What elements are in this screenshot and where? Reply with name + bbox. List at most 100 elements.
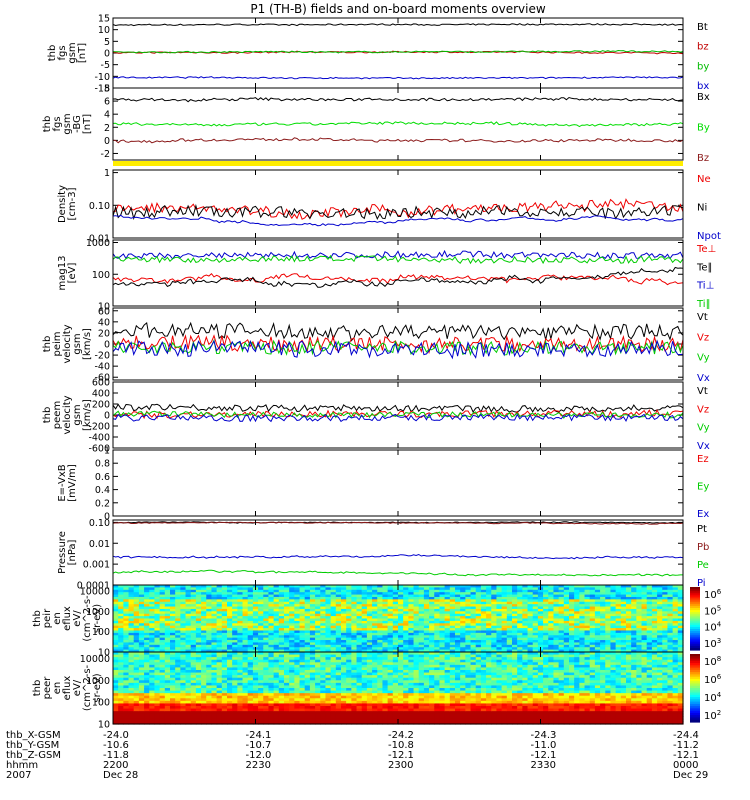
spectrogram-cell: [584, 642, 591, 646]
spectrogram-cell: [387, 637, 394, 641]
spectrogram-cell: [268, 664, 275, 669]
spectrogram-cell: [154, 618, 161, 622]
spectrogram-cell: [372, 592, 378, 596]
spectrogram-cell: [237, 721, 244, 725]
spectrogram-cell: [315, 700, 321, 705]
spectrogram-cell: [227, 682, 233, 687]
spectrogram-cell: [289, 664, 295, 669]
spectrogram-cell: [216, 618, 223, 622]
spectrogram-cell: [123, 700, 130, 705]
spectrogram-cell: [237, 700, 244, 705]
spectrogram-cell: [294, 647, 301, 651]
spectrogram-cell: [496, 592, 503, 596]
spectrogram-cell: [460, 637, 466, 641]
spectrogram-cell: [289, 708, 295, 712]
spectrogram-cell: [574, 630, 580, 634]
spectrogram-cell: [232, 703, 238, 707]
spectrogram-cell: [636, 596, 643, 600]
spectrogram-cell: [610, 589, 617, 593]
spectrogram-cell: [304, 695, 311, 699]
spectrogram-cell: [501, 642, 508, 646]
spectrogram-cell: [247, 592, 254, 596]
spectrogram-cell: [227, 647, 233, 651]
spectrogram-cell: [325, 700, 332, 705]
spectrogram-cell: [335, 672, 342, 676]
spectrogram-cell: [294, 706, 301, 710]
spectrogram-cell: [149, 649, 156, 653]
spectrogram-cell: [553, 618, 560, 622]
y-tick-label: 10000: [80, 587, 110, 598]
spectrogram-cell: [128, 690, 135, 694]
spectrogram-cell: [170, 589, 176, 593]
spectrogram-cell: [387, 690, 394, 694]
spectrogram-cell: [294, 649, 301, 653]
spectrogram-cell: [470, 637, 477, 641]
spectrogram-cell: [289, 601, 295, 605]
spectrogram-cell: [465, 640, 472, 644]
spectrogram-cell: [366, 596, 373, 600]
spectrogram-cell: [465, 606, 472, 610]
spectrogram-cell: [387, 672, 394, 676]
spectrogram-cell: [589, 592, 596, 596]
spectrogram-cell: [631, 599, 637, 603]
spectrogram-cell: [377, 685, 384, 689]
spectrogram-cell: [429, 618, 435, 622]
spectrogram-cell: [335, 713, 342, 717]
spectrogram-cell: [351, 721, 358, 725]
spectrogram-cell: [553, 644, 560, 648]
spectrogram-cell: [320, 611, 327, 615]
spectrogram-cell: [341, 644, 347, 648]
spectrogram-cell: [252, 685, 259, 689]
spectrogram-cell: [237, 693, 244, 697]
spectrogram-cell: [465, 628, 472, 632]
spectrogram-cell: [242, 611, 249, 615]
spectrogram-cell: [429, 606, 435, 610]
spectrogram-cell: [408, 616, 415, 620]
spectrogram-cell: [605, 606, 612, 610]
spectrogram-cell: [133, 642, 140, 646]
spectrogram-cell: [294, 654, 301, 658]
spectrogram-cell: [387, 659, 394, 663]
spectrogram-cell: [626, 606, 632, 610]
spectrogram-cell: [527, 637, 534, 641]
spectrogram-cell: [144, 685, 150, 689]
spectrogram-cell: [475, 589, 482, 593]
spectrogram-cell: [123, 695, 130, 699]
spectrogram-cell: [429, 647, 435, 651]
spectrogram-cell: [315, 685, 321, 689]
spectrogram-cell: [341, 647, 347, 651]
spectrogram-cell: [185, 640, 192, 644]
spectrogram-cell: [201, 667, 207, 671]
spectrogram-cell: [351, 667, 358, 671]
spectrogram-cell: [185, 675, 192, 679]
spectrogram-cell: [299, 721, 306, 725]
spectrogram-cell: [211, 654, 218, 658]
legend-Ti∥: Ti∥: [696, 299, 711, 310]
spectrogram-cell: [460, 604, 466, 608]
spectrogram-cell: [610, 604, 617, 608]
spectrogram-cell: [361, 685, 368, 689]
spectrogram-cell: [563, 647, 570, 651]
spectrogram-cell: [206, 664, 213, 669]
spectrogram-cell: [258, 659, 264, 663]
spectrogram-cell: [278, 640, 285, 644]
spectrogram-cell: [408, 628, 415, 632]
spectrogram-cell: [361, 693, 368, 697]
spectrogram-cell: [185, 672, 192, 676]
spectrogram-cell: [522, 637, 529, 641]
spectrogram-cell: [128, 652, 135, 656]
spectrogram-cell: [486, 620, 492, 624]
spectrogram-cell: [299, 642, 306, 646]
spectrogram-cell: [341, 670, 347, 674]
spectrogram-cell: [138, 690, 145, 694]
spectrogram-cell: [247, 695, 254, 699]
spectrogram-cell: [180, 662, 187, 666]
spectrogram-cell: [195, 601, 202, 605]
spectrogram-cell: [366, 703, 373, 707]
spectrogram-cell: [164, 680, 171, 684]
spectrogram-cell: [118, 693, 124, 697]
spectrogram-cell: [252, 606, 259, 610]
spectrogram-cell: [118, 718, 124, 723]
spectrogram-cell: [149, 620, 156, 624]
spectrogram-cell: [164, 690, 171, 694]
